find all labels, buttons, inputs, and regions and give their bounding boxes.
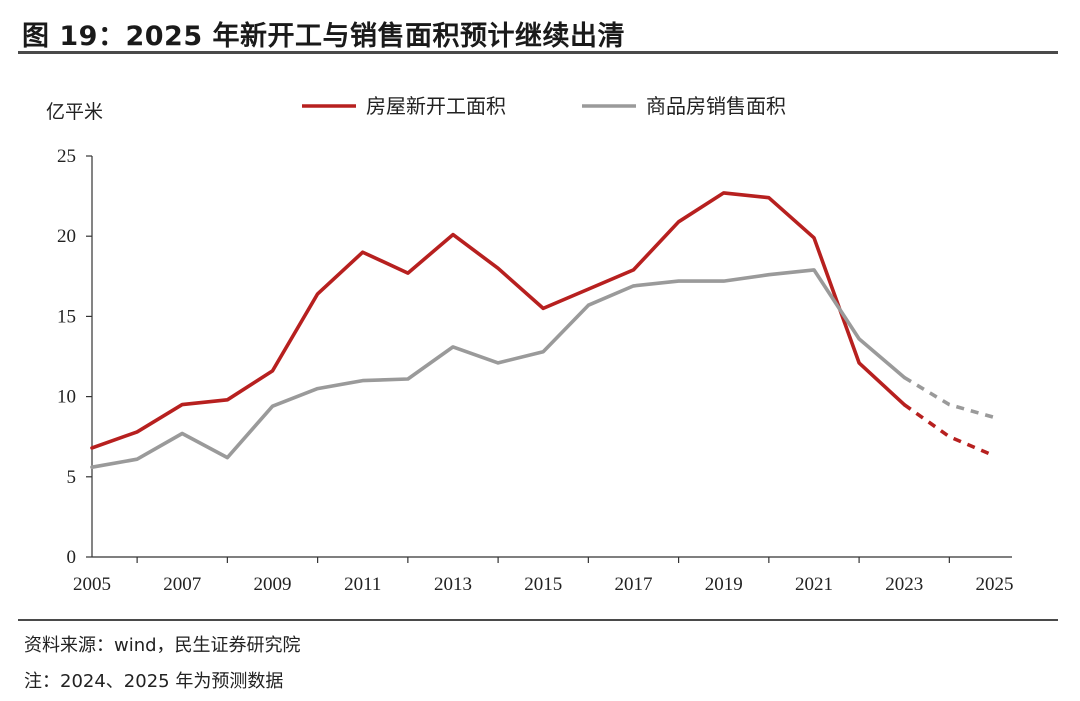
data-point	[902, 375, 906, 379]
data-point	[271, 369, 275, 373]
x-tick-label: 2009	[253, 574, 291, 595]
y-axis-unit-label: 亿平米	[46, 101, 103, 123]
data-point	[947, 435, 951, 439]
data-point	[632, 268, 636, 272]
chart-area: 亿平米 房屋新开工面积 商品房销售面积 0 5 10 15 20 25 2005 2007 200…	[22, 70, 1042, 608]
y-tick-label: 15	[57, 306, 76, 327]
data-point	[902, 403, 906, 407]
data-point	[316, 292, 320, 296]
y-tick-label: 20	[57, 226, 76, 247]
series-group	[90, 191, 997, 469]
footer-rule	[18, 619, 1058, 621]
x-tick-label: 2005	[73, 574, 111, 595]
x-tick-label: 2025	[975, 574, 1013, 595]
data-point	[857, 361, 861, 365]
data-point	[90, 446, 94, 450]
x-tick-label: 2007	[163, 574, 201, 595]
data-point	[180, 432, 184, 436]
data-point	[496, 361, 500, 365]
data-point	[947, 403, 951, 407]
data-point	[722, 279, 726, 283]
data-point	[767, 273, 771, 277]
foot-note: 注：2024、2025 年为预测数据	[24, 671, 284, 692]
data-point	[767, 196, 771, 200]
series-forecast-line-new-starts	[903, 403, 996, 458]
data-point	[586, 303, 590, 307]
data-point	[90, 465, 94, 469]
data-point	[225, 456, 229, 460]
data-point	[496, 266, 500, 270]
data-point	[180, 403, 184, 407]
x-tick-label: 2019	[705, 574, 743, 595]
data-point	[586, 287, 590, 291]
x-tick-label: 2015	[524, 574, 562, 595]
data-point	[993, 416, 997, 420]
data-point	[316, 387, 320, 391]
data-point	[812, 268, 816, 272]
data-point	[451, 345, 455, 349]
data-point	[541, 306, 545, 310]
data-point	[677, 279, 681, 283]
legend: 房屋新开工面积 商品房销售面积	[302, 94, 786, 118]
data-point	[451, 233, 455, 237]
data-point	[135, 430, 139, 434]
x-tick-label: 2023	[885, 574, 923, 595]
data-point	[857, 337, 861, 341]
series-line-sales	[90, 268, 906, 469]
data-point	[361, 379, 365, 383]
source-note: 资料来源：wind，民生证券研究院	[24, 635, 301, 656]
data-point	[135, 457, 139, 461]
y-tick-label: 25	[57, 146, 76, 167]
y-tick-label: 5	[67, 467, 77, 488]
series-forecast-line-sales	[903, 375, 995, 420]
data-point	[406, 377, 410, 381]
y-tick-label: 10	[57, 387, 76, 408]
x-tick-label: 2011	[344, 574, 381, 595]
x-tick-label: 2013	[434, 574, 472, 595]
x-tick-label: 2021	[795, 574, 833, 595]
legend-label: 房屋新开工面积	[366, 94, 506, 118]
data-point	[632, 284, 636, 288]
series-line-new-starts	[90, 191, 906, 450]
data-point	[361, 250, 365, 254]
data-point	[541, 350, 545, 354]
data-point	[271, 404, 275, 408]
figure-title: 图 19：2025 年新开工与销售面积预计继续出清	[22, 21, 626, 52]
title-rule	[18, 51, 1058, 54]
data-point	[722, 191, 726, 195]
data-point	[677, 220, 681, 224]
x-tick-label: 2017	[614, 574, 652, 595]
data-point	[225, 398, 229, 402]
y-tick-label: 0	[67, 547, 77, 568]
data-point	[812, 236, 816, 240]
data-point	[993, 454, 997, 458]
data-point	[406, 271, 410, 275]
legend-label: 商品房销售面积	[646, 94, 786, 118]
